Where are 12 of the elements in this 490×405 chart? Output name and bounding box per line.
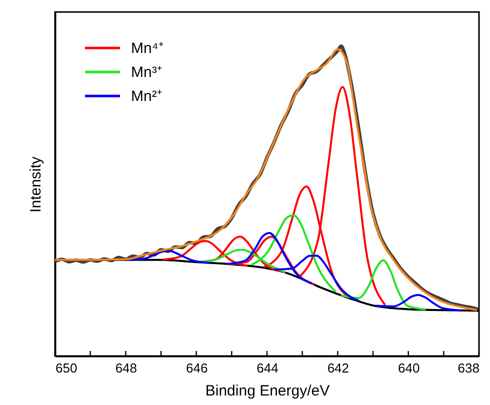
legend-label: Mn³⁺ — [131, 64, 162, 81]
x-tick-label: 638 — [458, 360, 480, 376]
x-tick-label: 642 — [327, 360, 350, 376]
legend-label: Mn²⁺ — [131, 88, 162, 105]
legend-label: Mn⁴⁺ — [131, 40, 164, 57]
x-tick-label: 644 — [256, 360, 278, 376]
y-axis-title: Intensity — [28, 156, 44, 212]
x-axis-title: Binding Energy/eV — [205, 382, 330, 400]
x-tick-label: 646 — [186, 360, 208, 376]
x-tick-label: 648 — [115, 360, 138, 376]
x-tick-label: 640 — [398, 360, 420, 376]
x-tick-label: 650 — [56, 360, 78, 376]
